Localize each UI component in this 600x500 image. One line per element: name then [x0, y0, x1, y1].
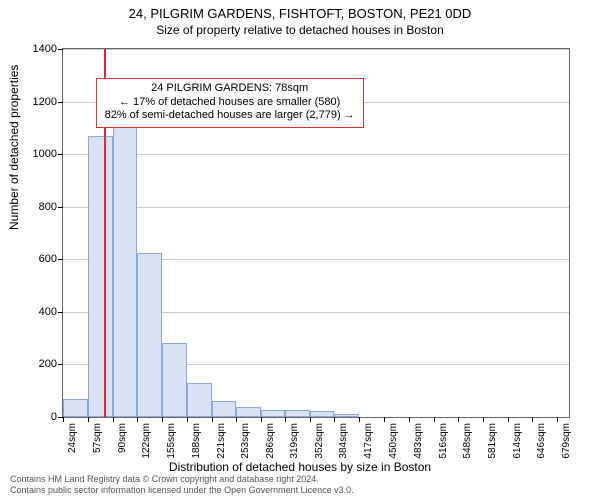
- x-tick-mark: [532, 417, 533, 422]
- x-tick-label: 57sqm: [92, 423, 103, 453]
- x-tick-label: 614sqm: [512, 423, 523, 459]
- x-tick-label: 450sqm: [388, 423, 399, 459]
- y-tick-label: 1000: [33, 148, 63, 160]
- histogram-bar: [334, 414, 359, 417]
- histogram-bar: [137, 253, 162, 417]
- x-tick-mark: [88, 417, 89, 422]
- x-tick-label: 679sqm: [561, 423, 572, 459]
- footer-line-1: Contains HM Land Registry data © Crown c…: [10, 474, 354, 485]
- y-tick-label: 1200: [33, 96, 63, 108]
- x-tick-label: 286sqm: [265, 423, 276, 459]
- annotation-line: 82% of semi-detached houses are larger (…: [105, 109, 355, 123]
- x-tick-label: 24sqm: [67, 423, 78, 453]
- annotation-box: 24 PILGRIM GARDENS: 78sqm← 17% of detach…: [96, 78, 364, 128]
- y-tick-label: 600: [39, 253, 63, 265]
- x-tick-label: 384sqm: [338, 423, 349, 459]
- x-tick-mark: [285, 417, 286, 422]
- x-tick-mark: [113, 417, 114, 422]
- x-tick-label: 516sqm: [438, 423, 449, 459]
- x-tick-label: 122sqm: [141, 423, 152, 459]
- annotation-line: ← 17% of detached houses are smaller (58…: [105, 96, 355, 110]
- y-tick-label: 200: [39, 358, 63, 370]
- x-tick-mark: [409, 417, 410, 422]
- histogram-bar: [236, 407, 261, 417]
- chart-title-block: 24, PILGRIM GARDENS, FISHTOFT, BOSTON, P…: [0, 0, 600, 37]
- x-tick-label: 319sqm: [289, 423, 300, 459]
- x-tick-mark: [359, 417, 360, 422]
- x-tick-label: 581sqm: [487, 423, 498, 459]
- x-tick-label: 483sqm: [413, 423, 424, 459]
- x-tick-mark: [236, 417, 237, 422]
- x-tick-mark: [63, 417, 64, 422]
- x-tick-label: 221sqm: [216, 423, 227, 459]
- gridline-h: [63, 154, 569, 155]
- x-tick-label: 417sqm: [363, 423, 374, 459]
- x-tick-mark: [434, 417, 435, 422]
- chart-title-sub: Size of property relative to detached ho…: [0, 23, 600, 37]
- histogram-bar: [162, 343, 187, 417]
- footer-attribution: Contains HM Land Registry data © Crown c…: [10, 474, 354, 496]
- y-tick-label: 0: [51, 411, 63, 423]
- histogram-bar: [88, 136, 113, 417]
- x-tick-mark: [137, 417, 138, 422]
- y-tick-label: 400: [39, 306, 63, 318]
- y-axis-label: Number of detached properties: [7, 65, 21, 230]
- x-tick-mark: [212, 417, 213, 422]
- x-tick-label: 90sqm: [117, 423, 128, 453]
- x-tick-mark: [334, 417, 335, 422]
- x-tick-label: 188sqm: [191, 423, 202, 459]
- x-tick-mark: [187, 417, 188, 422]
- x-tick-mark: [384, 417, 385, 422]
- x-tick-label: 155sqm: [166, 423, 177, 459]
- histogram-bar: [187, 383, 212, 417]
- gridline-h: [63, 207, 569, 208]
- histogram-bar: [212, 401, 236, 417]
- annotation-line: 24 PILGRIM GARDENS: 78sqm: [105, 82, 355, 96]
- x-tick-mark: [261, 417, 262, 422]
- histogram-bar: [261, 410, 286, 417]
- x-tick-label: 548sqm: [462, 423, 473, 459]
- gridline-h: [63, 49, 569, 50]
- histogram-bar: [285, 410, 310, 417]
- x-tick-label: 352sqm: [314, 423, 325, 459]
- x-tick-mark: [557, 417, 558, 422]
- histogram-bar: [63, 399, 88, 417]
- y-tick-label: 1400: [33, 43, 63, 55]
- x-axis-label: Distribution of detached houses by size …: [0, 460, 600, 474]
- x-tick-mark: [310, 417, 311, 422]
- histogram-bar: [310, 411, 334, 417]
- x-tick-label: 253sqm: [240, 423, 251, 459]
- x-tick-mark: [162, 417, 163, 422]
- chart-title-main: 24, PILGRIM GARDENS, FISHTOFT, BOSTON, P…: [0, 6, 600, 21]
- y-tick-label: 800: [39, 201, 63, 213]
- x-tick-mark: [458, 417, 459, 422]
- x-tick-mark: [508, 417, 509, 422]
- x-tick-label: 646sqm: [536, 423, 547, 459]
- footer-line-2: Contains public sector information licen…: [10, 485, 354, 496]
- histogram-bar: [113, 112, 137, 417]
- x-tick-mark: [483, 417, 484, 422]
- chart-plot-area: 020040060080010001200140024sqm57sqm90sqm…: [62, 48, 570, 418]
